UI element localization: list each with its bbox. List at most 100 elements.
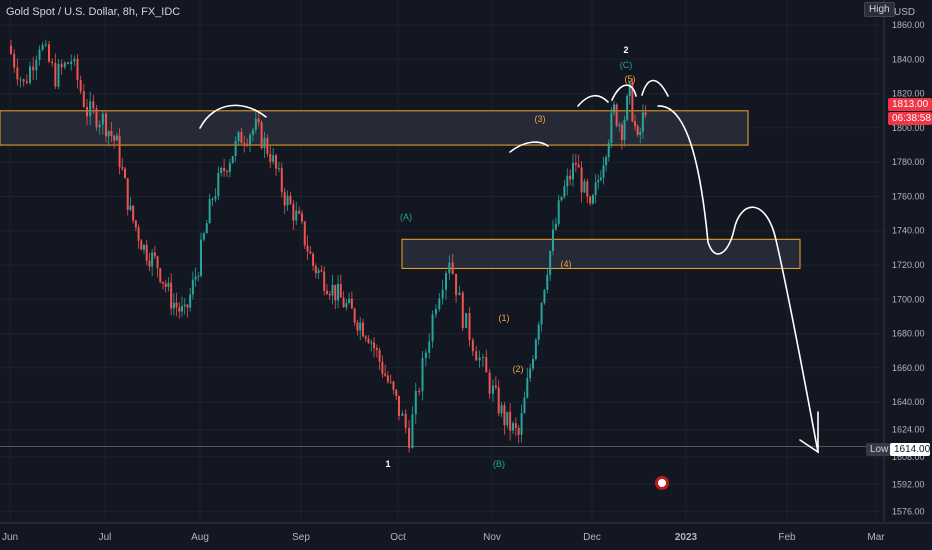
candle-body: [546, 274, 549, 290]
candle-body: [350, 298, 353, 309]
candle-body: [639, 131, 642, 135]
candle-body: [95, 108, 98, 128]
candle-body: [175, 302, 178, 308]
candle-body: [572, 163, 574, 180]
candle-body: [172, 302, 175, 309]
candle-body: [275, 155, 278, 169]
drawing-arc-dec2: [611, 84, 637, 101]
candle-body: [269, 153, 272, 162]
x-tick-label: 2023: [675, 532, 698, 543]
candle-body: [592, 194, 594, 204]
candle-body: [145, 244, 148, 261]
candle-body: [76, 58, 79, 81]
candle-body: [205, 223, 208, 234]
candle-body: [517, 428, 520, 435]
candle-body: [86, 106, 88, 117]
wave-label: 1: [385, 459, 390, 469]
candle-body: [70, 61, 73, 65]
event-flag-icon-inner: [658, 479, 666, 487]
candle-body: [191, 279, 194, 295]
candle-body: [488, 372, 491, 394]
candle-body: [618, 124, 621, 126]
candle-body: [361, 322, 364, 337]
candle-body: [364, 336, 367, 339]
candle-body: [266, 137, 269, 154]
candle-body: [186, 304, 189, 308]
candle-body: [298, 210, 301, 214]
candle-body: [167, 282, 170, 288]
candle-body: [386, 375, 389, 382]
candle-body: [98, 124, 101, 128]
candle-body: [378, 349, 381, 362]
drawing-forecast-path: [657, 105, 819, 453]
candle-body: [644, 112, 647, 116]
drawing-arrowhead: [799, 411, 819, 454]
candle-body: [243, 143, 246, 145]
x-tick-label: Nov: [483, 532, 501, 543]
candle-body: [492, 385, 494, 394]
candle-body: [438, 298, 441, 310]
candle-body: [301, 213, 303, 222]
y-tick-label: 1660.00: [892, 363, 925, 373]
candle-body: [25, 81, 28, 83]
supply-zone: [401, 238, 801, 269]
candle-body: [328, 294, 331, 296]
y-tick-label: 1576.00: [892, 507, 925, 517]
candle-body: [162, 281, 164, 284]
y-tick-label: 1740.00: [892, 226, 925, 236]
high-badge[interactable]: High: [864, 2, 895, 17]
candle-body: [320, 270, 323, 272]
candle-body: [620, 124, 623, 140]
candle-body: [189, 294, 192, 308]
candle-body: [115, 135, 118, 141]
candle-body: [458, 292, 461, 296]
candle-body: [468, 313, 471, 341]
candle-body: [401, 413, 404, 416]
y-tick-label: 1592.00: [892, 479, 925, 489]
candle-body: [295, 210, 298, 221]
candle-body: [381, 361, 384, 374]
y-tick-label: 1624.00: [892, 424, 925, 434]
candle-body: [19, 79, 22, 81]
candle-body: [526, 378, 529, 398]
candle-body: [251, 129, 254, 136]
candle-body: [325, 290, 328, 295]
candle-body: [63, 62, 66, 68]
candle-body: [434, 309, 437, 315]
candle-body: [636, 126, 639, 135]
candle-body: [10, 45, 12, 54]
candle-body: [428, 341, 431, 353]
candle-body: [509, 411, 512, 431]
candle-body: [342, 297, 345, 308]
y-tick-label: 1608.00: [892, 452, 925, 462]
y-tick-label: 1820.00: [892, 89, 925, 99]
candle-body: [520, 413, 523, 435]
candle-body: [217, 172, 220, 197]
candle-body: [292, 204, 295, 221]
candle-body: [323, 271, 326, 291]
candle-body: [164, 283, 167, 288]
y-tick-label: 1780.00: [892, 157, 925, 167]
candle-body: [129, 205, 132, 210]
candle-body: [641, 112, 644, 132]
drawing-arc-dec3: [641, 79, 669, 97]
candle-body: [73, 58, 76, 62]
x-tick-label: Aug: [191, 532, 209, 543]
candle-body: [626, 96, 629, 120]
candle-body: [151, 252, 154, 267]
candle-body: [254, 118, 257, 130]
candle-body: [223, 167, 226, 172]
candle-body: [534, 339, 537, 360]
y-tick-label: 1760.00: [892, 191, 925, 201]
candle-body: [529, 368, 532, 379]
drawing-arc-dec1: [577, 94, 609, 107]
candle-body: [586, 181, 589, 197]
candle-body: [337, 283, 340, 301]
candle-body: [272, 155, 275, 162]
candle-body: [38, 49, 41, 60]
x-tick-label: Jul: [99, 532, 112, 543]
candle-body: [225, 171, 228, 173]
candle-body: [597, 180, 600, 183]
candle-body: [540, 303, 543, 325]
